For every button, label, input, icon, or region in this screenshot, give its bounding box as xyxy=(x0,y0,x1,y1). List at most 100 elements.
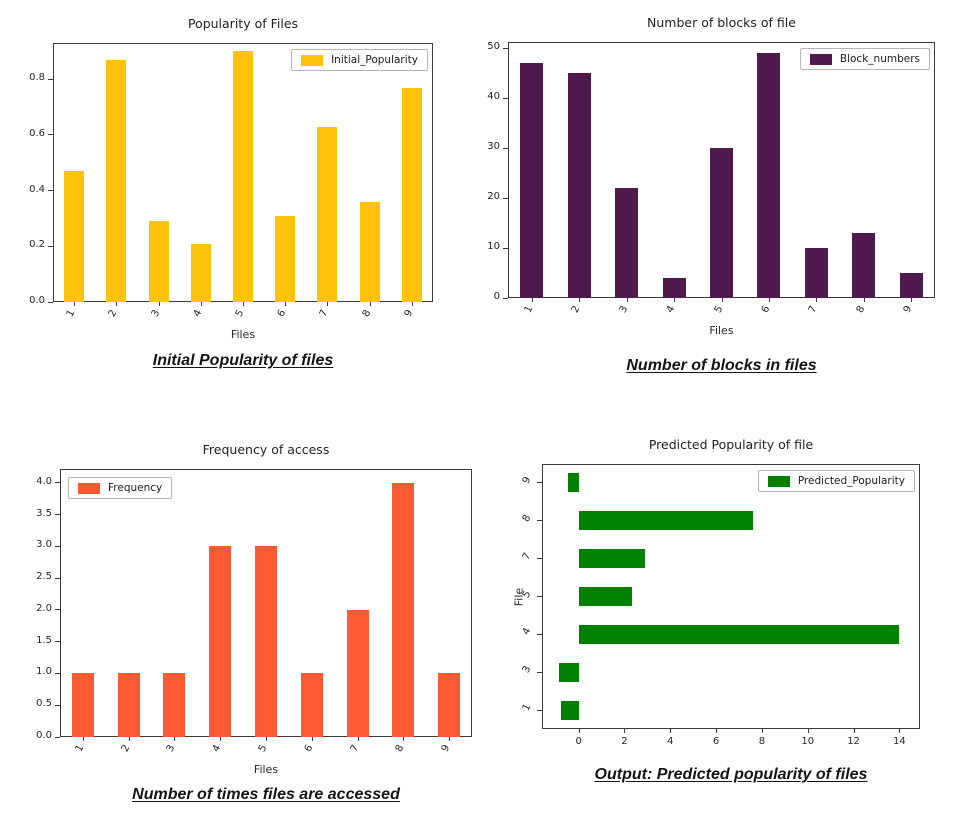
bar-file-4 xyxy=(578,624,900,644)
x-tick-mark xyxy=(816,298,818,302)
chart-number-of-blocks: Number of blocks of file Number of block… xyxy=(487,15,935,374)
y-tick-label: 0.6 xyxy=(29,127,45,139)
y-tick-mark xyxy=(503,197,508,199)
y-tick-mark xyxy=(55,577,60,579)
bar-file-9 xyxy=(438,673,461,737)
bar-file-5 xyxy=(255,546,277,737)
bar-file-8 xyxy=(359,201,380,302)
x-axis-label: Files xyxy=(253,763,279,776)
x-tick-label: 7 xyxy=(348,743,361,754)
y-tick-label: 7 xyxy=(520,550,534,562)
chart-caption: Number of blocks in files xyxy=(626,357,817,374)
x-tick-label: 8 xyxy=(854,304,868,315)
x-axis-label: Files xyxy=(709,324,734,337)
x-tick-mark xyxy=(311,737,313,741)
legend: Block_numbers xyxy=(799,48,930,70)
bar-file-2 xyxy=(117,673,140,737)
bar-file-8 xyxy=(578,511,753,531)
x-tick-mark xyxy=(807,729,809,733)
x-tick-label: 10 xyxy=(801,736,815,747)
chart-caption: Initial Popularity of files xyxy=(152,352,334,369)
x-tick-mark xyxy=(82,737,84,741)
x-tick-mark xyxy=(626,298,628,302)
legend-label: Frequency xyxy=(108,482,163,494)
bar-file-3 xyxy=(163,673,186,737)
x-tick-mark xyxy=(116,302,118,306)
y-tick-label: 1.5 xyxy=(36,634,52,646)
x-tick-label: 9 xyxy=(402,308,416,319)
x-tick-mark xyxy=(243,302,244,306)
x-tick-label: 4 xyxy=(210,743,224,754)
y-tick-mark xyxy=(55,514,60,516)
x-tick-mark xyxy=(899,729,901,733)
bar-file-1 xyxy=(520,63,544,298)
x-tick-label: 4 xyxy=(191,308,205,319)
bar-file-5 xyxy=(578,587,633,606)
x-tick-label: 3 xyxy=(149,308,162,319)
x-tick-mark xyxy=(911,298,913,302)
y-tick-mark xyxy=(537,520,542,522)
y-tick-label: 2.0 xyxy=(36,602,52,614)
y-tick-mark xyxy=(55,609,60,611)
x-tick-mark xyxy=(200,302,202,306)
legend-swatch-icon xyxy=(78,482,100,494)
y-tick-label: 1.0 xyxy=(36,666,52,678)
x-tick-label: 3 xyxy=(617,304,630,315)
x-tick-label: 1 xyxy=(73,743,87,754)
x-tick-mark xyxy=(220,737,222,741)
x-tick-mark xyxy=(716,729,718,733)
y-tick-mark xyxy=(55,704,60,706)
bar-file-7 xyxy=(317,126,338,302)
y-tick-mark xyxy=(537,633,542,635)
bar-file-8 xyxy=(392,482,415,737)
bar-file-6 xyxy=(300,673,323,737)
legend: Initial_Popularity xyxy=(291,49,428,71)
y-tick-label: 40 xyxy=(487,91,500,102)
y-tick-label: 0.2 xyxy=(29,239,45,251)
x-tick-mark xyxy=(158,302,160,306)
bar-file-6 xyxy=(275,215,296,302)
x-tick-mark xyxy=(266,737,267,741)
legend-label: Initial_Popularity xyxy=(331,54,418,66)
y-tick-mark xyxy=(503,147,508,149)
legend-swatch-icon xyxy=(809,53,832,65)
x-tick-mark xyxy=(449,737,451,741)
x-tick-mark xyxy=(761,729,763,733)
x-tick-mark xyxy=(369,302,371,306)
y-tick-label: 0 xyxy=(493,291,500,302)
x-tick-label: 5 xyxy=(712,304,725,315)
bar-file-1 xyxy=(71,673,94,737)
x-tick-label: 6 xyxy=(712,736,720,747)
x-tick-label: 9 xyxy=(901,304,915,315)
x-tick-label: 6 xyxy=(759,304,773,315)
x-tick-mark xyxy=(579,298,581,302)
bar-file-8 xyxy=(852,233,876,298)
bar-file-5 xyxy=(710,148,733,298)
x-tick-mark xyxy=(863,298,865,302)
x-tick-label: 0 xyxy=(575,736,582,747)
y-tick-mark xyxy=(48,245,53,247)
x-tick-label: 6 xyxy=(302,743,316,754)
x-tick-label: 7 xyxy=(318,308,331,319)
y-tick-label: 0.4 xyxy=(29,183,45,195)
y-tick-mark xyxy=(503,47,508,49)
y-tick-label: 9 xyxy=(520,475,534,486)
x-tick-label: 8 xyxy=(360,308,374,319)
chart-title: Predicted Popularity of file xyxy=(648,437,814,452)
y-tick-mark xyxy=(55,736,60,738)
x-tick-mark xyxy=(768,298,770,302)
x-tick-mark xyxy=(285,302,287,306)
y-tick-label: 8 xyxy=(520,512,534,524)
legend-label: Block_numbers xyxy=(839,53,920,65)
x-tick-mark xyxy=(531,298,533,302)
bar-file-4 xyxy=(190,243,211,302)
x-tick-label: 4 xyxy=(664,304,678,315)
y-tick-mark xyxy=(537,558,542,560)
y-axis-label: File xyxy=(512,587,526,606)
y-tick-mark xyxy=(55,482,60,484)
bar-file-5 xyxy=(233,51,253,302)
y-tick-label: 50 xyxy=(487,41,500,52)
x-tick-label: 5 xyxy=(256,743,270,754)
bar-file-9 xyxy=(568,473,579,493)
